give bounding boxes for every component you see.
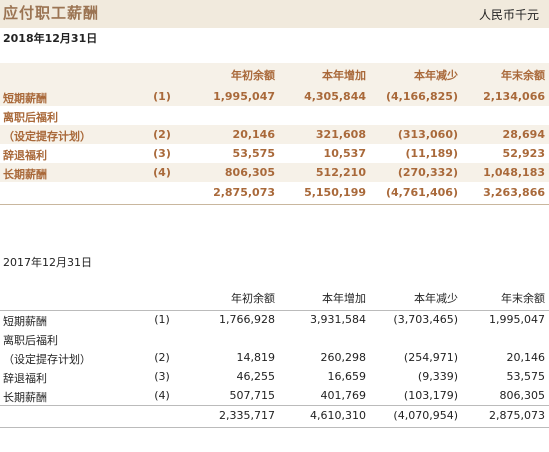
cell-increase: 321,608	[315, 128, 366, 141]
table-header: 年初余额 本年增加 本年减少 年末余额	[0, 63, 549, 87]
header-rule	[0, 310, 549, 311]
row-label: 辞退福利	[3, 372, 47, 385]
cell-closing: 20,146	[506, 351, 546, 364]
total-closing: 3,263,866	[483, 186, 545, 199]
table-row: 辞退福利 (3) 53,575 10,537 (11,189) 52,923	[0, 144, 549, 163]
table-2017: 年初余额 本年增加 本年减少 年末余额 短期薪酬 (1) 1,766,928 3…	[0, 286, 549, 428]
table-row: 辞退福利 (3) 46,255 16,659 (9,339) 53,575	[0, 367, 549, 386]
cell-opening: 53,575	[232, 147, 275, 160]
cell-closing: 53,575	[506, 370, 546, 383]
cell-decrease: (270,332)	[397, 166, 458, 179]
row-note: (4)	[154, 389, 170, 402]
cell-opening: 507,715	[229, 389, 276, 402]
cell-closing: 2,134,066	[483, 90, 545, 103]
page-title: 应付职工薪酬	[3, 4, 100, 22]
total-row: 2,875,073 5,150,199 (4,761,406) 3,263,86…	[0, 182, 549, 204]
cell-opening: 14,819	[236, 351, 276, 364]
cell-decrease: (9,339)	[417, 370, 458, 383]
row-label: 短期薪酬	[3, 315, 47, 328]
cell-decrease: (103,179)	[403, 389, 458, 402]
section-2017-title: 2017年12月31日	[3, 256, 92, 269]
total-decrease: (4,761,406)	[386, 186, 458, 199]
subtotal-rule	[0, 405, 549, 406]
section-2018-title: 2018年12月31日	[3, 32, 98, 45]
cell-opening: 20,146	[232, 128, 275, 141]
row-label: 短期薪酬	[3, 92, 47, 105]
row-label: 离职后福利	[3, 111, 58, 124]
cell-closing: 806,305	[499, 389, 546, 402]
header-closing: 年末余额	[501, 292, 545, 305]
row-label: （设定提存计划）	[3, 353, 91, 366]
table-header: 年初余额 本年增加 本年减少 年末余额	[0, 286, 549, 310]
row-note: (3)	[153, 147, 171, 160]
row-label: （设定提存计划）	[3, 130, 91, 143]
cell-increase: 16,659	[327, 370, 367, 383]
total-opening: 2,335,717	[219, 409, 275, 422]
header-increase: 本年增加	[322, 69, 366, 82]
cell-opening: 46,255	[236, 370, 276, 383]
header-opening: 年初余额	[231, 292, 275, 305]
header-closing: 年末余额	[501, 69, 545, 82]
total-increase: 4,610,310	[310, 409, 366, 422]
cell-decrease: (313,060)	[397, 128, 458, 141]
cell-increase: 10,537	[323, 147, 366, 160]
row-note: (1)	[153, 90, 171, 103]
header-decrease: 本年减少	[414, 69, 458, 82]
row-label: 长期薪酬	[3, 168, 47, 181]
row-label: 长期薪酬	[3, 391, 47, 404]
cell-closing: 1,995,047	[489, 313, 545, 326]
total-rule	[0, 427, 549, 428]
table-row: 离职后福利	[0, 106, 549, 125]
total-closing: 2,875,073	[489, 409, 545, 422]
unit-label: 人民币千元	[478, 8, 539, 22]
cell-closing: 1,048,183	[483, 166, 545, 179]
cell-closing: 28,694	[502, 128, 545, 141]
header-decrease: 本年减少	[414, 292, 458, 305]
table-row: 长期薪酬 (4) 806,305 512,210 (270,332) 1,048…	[0, 163, 549, 182]
cell-increase: 512,210	[315, 166, 366, 179]
total-increase: 5,150,199	[304, 186, 366, 199]
row-label: 离职后福利	[3, 334, 58, 347]
cell-decrease: (3,703,465)	[393, 313, 458, 326]
row-note: (2)	[153, 128, 171, 141]
cell-decrease: (4,166,825)	[386, 90, 458, 103]
row-note: (3)	[154, 370, 170, 383]
row-note: (2)	[154, 351, 170, 364]
cell-opening: 1,766,928	[219, 313, 275, 326]
title-band	[0, 0, 549, 28]
header-opening: 年初余额	[231, 69, 275, 82]
table-row: 短期薪酬 (1) 1,995,047 4,305,844 (4,166,825)…	[0, 87, 549, 106]
total-row: 2,335,717 4,610,310 (4,070,954) 2,875,07…	[0, 405, 549, 427]
cell-opening: 1,995,047	[213, 90, 275, 103]
table-row: （设定提存计划） (2) 20,146 321,608 (313,060) 28…	[0, 125, 549, 144]
table-row: 离职后福利	[0, 329, 549, 348]
table-2018: 年初余额 本年增加 本年减少 年末余额 短期薪酬 (1) 1,995,047 4…	[0, 63, 549, 205]
cell-increase: 260,298	[320, 351, 367, 364]
row-note: (4)	[153, 166, 171, 179]
cell-increase: 4,305,844	[304, 90, 366, 103]
cell-closing: 52,923	[502, 147, 545, 160]
cell-decrease: (254,971)	[403, 351, 458, 364]
cell-increase: 3,931,584	[310, 313, 366, 326]
cell-decrease: (11,189)	[405, 147, 458, 160]
cell-increase: 401,769	[320, 389, 367, 402]
cell-opening: 806,305	[224, 166, 275, 179]
table-row: 长期薪酬 (4) 507,715 401,769 (103,179) 806,3…	[0, 386, 549, 405]
total-opening: 2,875,073	[213, 186, 275, 199]
row-note: (1)	[154, 313, 170, 326]
total-rule	[0, 204, 549, 205]
header-increase: 本年增加	[322, 292, 366, 305]
table-row: 短期薪酬 (1) 1,766,928 3,931,584 (3,703,465)…	[0, 310, 549, 329]
table-row: （设定提存计划） (2) 14,819 260,298 (254,971) 20…	[0, 348, 549, 367]
row-label: 辞退福利	[3, 149, 47, 162]
total-decrease: (4,070,954)	[393, 409, 458, 422]
